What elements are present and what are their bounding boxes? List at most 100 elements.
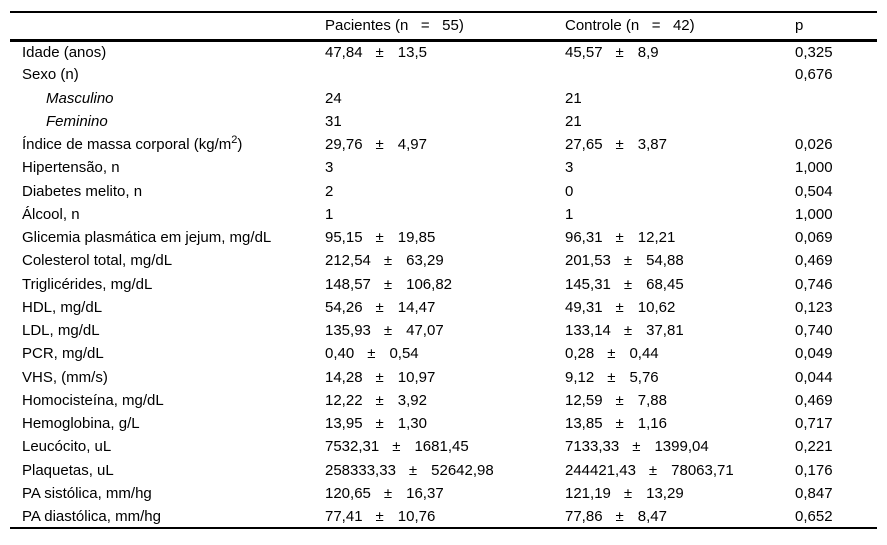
pacientes-value-cell: 24: [325, 87, 565, 110]
header-controle: Controle (n = 42): [565, 11, 795, 42]
plus-minus-symbol: ±: [375, 43, 384, 61]
controle-value-cell: 201,53 ±54,88: [565, 249, 795, 272]
mean-value: 244421,43: [565, 461, 636, 479]
plus-minus-symbol: ±: [607, 368, 616, 386]
plus-minus-symbol: ±: [375, 415, 384, 433]
controle-value-cell: 121,19 ±13,29: [565, 482, 795, 505]
sd-value: 3,92: [397, 391, 427, 409]
p-value-cell: 0,847: [795, 484, 833, 502]
p-value-cell: 0,746: [795, 275, 833, 293]
header-p: p: [795, 11, 877, 42]
pacientes-value-cell: 95,15 ±19,85: [325, 226, 565, 249]
sd-value: 63,29: [406, 252, 444, 270]
plus-minus-symbol: ±: [623, 322, 633, 340]
controle-value-cell: 49,31 ±10,62: [565, 296, 795, 319]
plus-minus-symbol: ±: [632, 438, 641, 456]
controle-value-cell: 77,86 ±8,47: [565, 505, 795, 528]
plus-minus-symbol: ±: [383, 275, 393, 293]
sd-value: 52642,98: [431, 461, 494, 479]
pacientes-value-cell: 212,54 ±63,29: [325, 249, 565, 272]
sd-value: 37,81: [646, 322, 684, 340]
p-value-cell: 0,504: [795, 182, 833, 200]
controle-value-cell: 0,28 ±0,44: [565, 342, 795, 365]
row-label: Masculino: [46, 89, 114, 107]
mean-value: 1: [565, 205, 574, 223]
table-header-row: Pacientes (n = 55) Controle (n = 42) p: [10, 11, 877, 42]
table-row: Diabetes melito, n 2 0 0,504: [10, 180, 877, 203]
row-label: Diabetes melito, n: [22, 182, 143, 200]
row-label: Glicemia plasmática em jejum, mg/dL: [22, 229, 272, 247]
sd-value: 0,44: [629, 345, 659, 363]
table-row: LDL, mg/dL 135,93 ±47,07 133,14 ±37,81 0,740: [10, 319, 877, 342]
sd-value: 8,47: [637, 507, 667, 525]
plus-minus-symbol: ±: [623, 252, 633, 270]
plus-minus-symbol: ±: [615, 507, 624, 525]
plus-minus-symbol: ±: [615, 43, 624, 61]
row-label: Hemoglobina, g/L: [22, 415, 140, 433]
mean-value: 12,22: [325, 391, 363, 409]
p-value-cell: 0,176: [795, 461, 833, 479]
pacientes-value-cell: [325, 63, 565, 86]
patients-vs-controls-table: Pacientes (n = 55) Controle (n = 42) p I…: [10, 11, 877, 530]
row-label: Sexo (n): [22, 66, 79, 84]
mean-value: 212,54: [325, 252, 371, 270]
table-row: Masculino 24 21: [10, 87, 877, 110]
controle-value-cell: 27,65 ±3,87: [565, 133, 795, 156]
controle-value-cell: 1: [565, 203, 795, 226]
pacientes-value-cell: 47,84 ±13,5: [325, 40, 565, 63]
plus-minus-symbol: ±: [392, 438, 401, 456]
table-row: Triglicérides, mg/dL 148,57 ±106,82 145,31 ±…: [10, 273, 877, 296]
sd-value: 68,45: [646, 275, 684, 293]
header-pacientes: Pacientes (n = 55): [325, 11, 565, 42]
p-value-cell: 1,000: [795, 205, 833, 223]
table-row: Feminino 31 21: [10, 110, 877, 133]
plus-minus-symbol: ±: [615, 136, 624, 154]
row-label: Hipertensão, n: [22, 159, 120, 177]
plus-minus-symbol: ±: [383, 252, 393, 270]
mean-value: 21: [565, 112, 582, 130]
plus-minus-symbol: ±: [615, 391, 624, 409]
mean-value: 0,40: [325, 345, 355, 363]
row-label: PCR, mg/dL: [22, 345, 104, 363]
plus-minus-symbol: ±: [623, 275, 633, 293]
sd-value: 13,29: [646, 484, 684, 502]
table-row: Glicemia plasmática em jejum, mg/dL 95,15…: [10, 226, 877, 249]
controle-value-cell: 45,57 ±8,9: [565, 40, 795, 63]
p-value-cell: 0,049: [795, 345, 833, 363]
row-label: Plaquetas, uL: [22, 461, 114, 479]
mean-value: 49,31: [565, 298, 603, 316]
pacientes-value-cell: 120,65 ±16,37: [325, 482, 565, 505]
p-value-cell: 0,469: [795, 252, 833, 270]
plus-minus-symbol: ±: [375, 136, 384, 154]
mean-value: 7532,31: [325, 438, 380, 456]
row-label: Triglicérides, mg/dL: [22, 275, 153, 293]
pacientes-value-cell: 31: [325, 110, 565, 133]
mean-value: 258333,33: [325, 461, 396, 479]
table-row: Índice de massa corporal (kg/m2) 29,76 ±4,…: [10, 133, 877, 156]
mean-value: 135,93: [325, 322, 371, 340]
p-value-cell: 0,123: [795, 298, 833, 316]
p-value-cell: 0,026: [795, 136, 833, 154]
row-label: Índice de massa corporal (kg/m2): [22, 134, 243, 154]
pacientes-value-cell: 2: [325, 180, 565, 203]
p-value-cell: [795, 110, 877, 133]
plus-minus-symbol: ±: [648, 461, 658, 479]
mean-value: 24: [325, 89, 342, 107]
mean-value: 31: [325, 112, 342, 130]
controle-value-cell: 7133,33 ±1399,04: [565, 435, 795, 458]
sd-value: 7,88: [637, 391, 667, 409]
p-value-cell: 0,652: [795, 507, 833, 525]
table-row: Plaquetas, uL 258333,33 ±52642,98 244421,43…: [10, 459, 877, 482]
pacientes-value-cell: 7532,31 ±1681,45: [325, 435, 565, 458]
row-label: PA sistólica, mm/hg: [22, 484, 152, 502]
row-label: HDL, mg/dL: [22, 298, 103, 316]
plus-minus-symbol: ±: [375, 298, 384, 316]
sd-value: 10,62: [637, 298, 676, 316]
mean-value: 133,14: [565, 322, 611, 340]
sd-value: 8,9: [637, 43, 659, 61]
table-row: PA sistólica, mm/hg 120,65 ±16,37 121,19 ±13…: [10, 482, 877, 505]
controle-value-cell: 12,59 ±7,88: [565, 389, 795, 412]
table-row: VHS, (mm/s) 14,28 ±10,97 9,12 ±5,76 0,044: [10, 366, 877, 389]
p-value-cell: [795, 87, 877, 110]
mean-value: 14,28: [325, 368, 363, 386]
